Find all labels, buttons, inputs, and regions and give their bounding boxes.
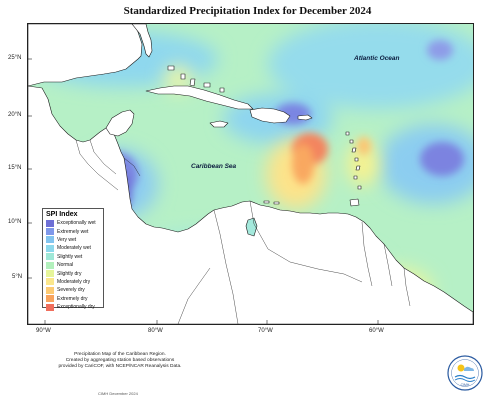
legend-item: Exceptionally wet — [46, 219, 100, 227]
legend-swatch — [46, 261, 54, 269]
hispaniola-land — [249, 107, 291, 124]
aruba-curacao-land — [263, 200, 280, 205]
lat-tick-label: 5°N — [12, 274, 23, 280]
legend-swatch — [46, 286, 54, 294]
lesser-antilles-land — [345, 131, 362, 190]
yucatan-land — [105, 109, 135, 137]
legend-swatch — [46, 228, 54, 236]
legend-label: Slightly dry — [57, 270, 82, 277]
legend-label: Normal — [57, 262, 74, 269]
credit-line: CIMH December 2024 — [98, 391, 138, 396]
legend-label: Very wet — [57, 236, 77, 243]
legend-item: Moderately dry — [46, 278, 100, 286]
legend-item: Normal — [46, 261, 100, 269]
legend-swatch — [46, 253, 54, 261]
legend-label: Extremely wet — [57, 228, 89, 235]
legend-swatch — [46, 219, 54, 227]
map-title: Standardized Precipitation Index for Dec… — [123, 5, 372, 17]
legend-label: Extremely dry — [57, 295, 88, 302]
lat-tick-label: 15°N — [8, 165, 22, 171]
legend-item: Exceptionally dry — [46, 303, 100, 311]
legend-item: Severely dry — [46, 286, 100, 294]
florida-land — [131, 24, 153, 58]
caribbean-sea-label: Caribbean Sea — [191, 163, 237, 170]
lat-grid-ticks — [28, 58, 379, 324]
legend-swatch — [46, 278, 54, 286]
footer-note-line: provided by CariCOF, with NCEP/NCAR Rean… — [58, 364, 182, 369]
lon-tick-label: 80°W — [148, 328, 163, 334]
footer-note-line: Precipitation Map of the Caribbean Regio… — [74, 352, 166, 357]
legend-label: Moderately wet — [57, 245, 91, 252]
bahamas-land — [167, 65, 225, 93]
country-borders — [75, 139, 411, 324]
legend-label: Exceptionally dry — [57, 304, 95, 311]
legend-item: Extremely wet — [46, 227, 100, 236]
cimh-logo: CIMH — [447, 355, 483, 391]
legend-label: Exceptionally wet — [57, 220, 96, 227]
legend-swatch — [46, 303, 54, 311]
lon-tick-label: 60°W — [369, 328, 384, 334]
spi-legend: SPI Index Exceptionally wet Extremely wet… — [42, 208, 104, 311]
puerto-rico-land — [297, 114, 313, 121]
legend-swatch — [46, 236, 54, 244]
atlantic-ocean-label: Atlantic Ocean — [354, 55, 400, 62]
trinidad-land — [349, 198, 360, 207]
legend-swatch — [46, 295, 54, 303]
lon-tick-label: 90°W — [36, 328, 51, 334]
footer-note: Precipitation Map of the Caribbean Regio… — [40, 352, 200, 370]
legend-label: Slightly wet — [57, 253, 83, 260]
lake-maracaibo — [245, 217, 258, 237]
legend-item: Slightly dry — [46, 269, 100, 278]
legend-label: Severely dry — [57, 287, 85, 294]
legend-item: Slightly wet — [46, 253, 100, 261]
legend-label: Moderately dry — [57, 278, 91, 285]
lon-tick-label: 70°W — [258, 328, 273, 334]
legend-item: Very wet — [46, 236, 100, 244]
legend-rows: Exceptionally wet Extremely wet Very wet Mo… — [46, 219, 100, 311]
legend-swatch — [46, 244, 54, 252]
legend-item: Moderately wet — [46, 244, 100, 252]
logo-text: CIMH — [461, 383, 470, 387]
footer-note-line: Created by aggregating station based obs… — [65, 358, 175, 363]
legend-swatch — [46, 270, 54, 278]
lat-tick-label: 10°N — [8, 219, 22, 225]
jamaica-land — [209, 120, 229, 128]
legend-item: Extremely dry — [46, 295, 100, 303]
legend-title: SPI Index — [46, 211, 78, 218]
cuba-land — [145, 85, 254, 110]
lat-tick-label: 25°N — [8, 55, 22, 61]
lat-tick-label: 20°N — [8, 112, 22, 118]
